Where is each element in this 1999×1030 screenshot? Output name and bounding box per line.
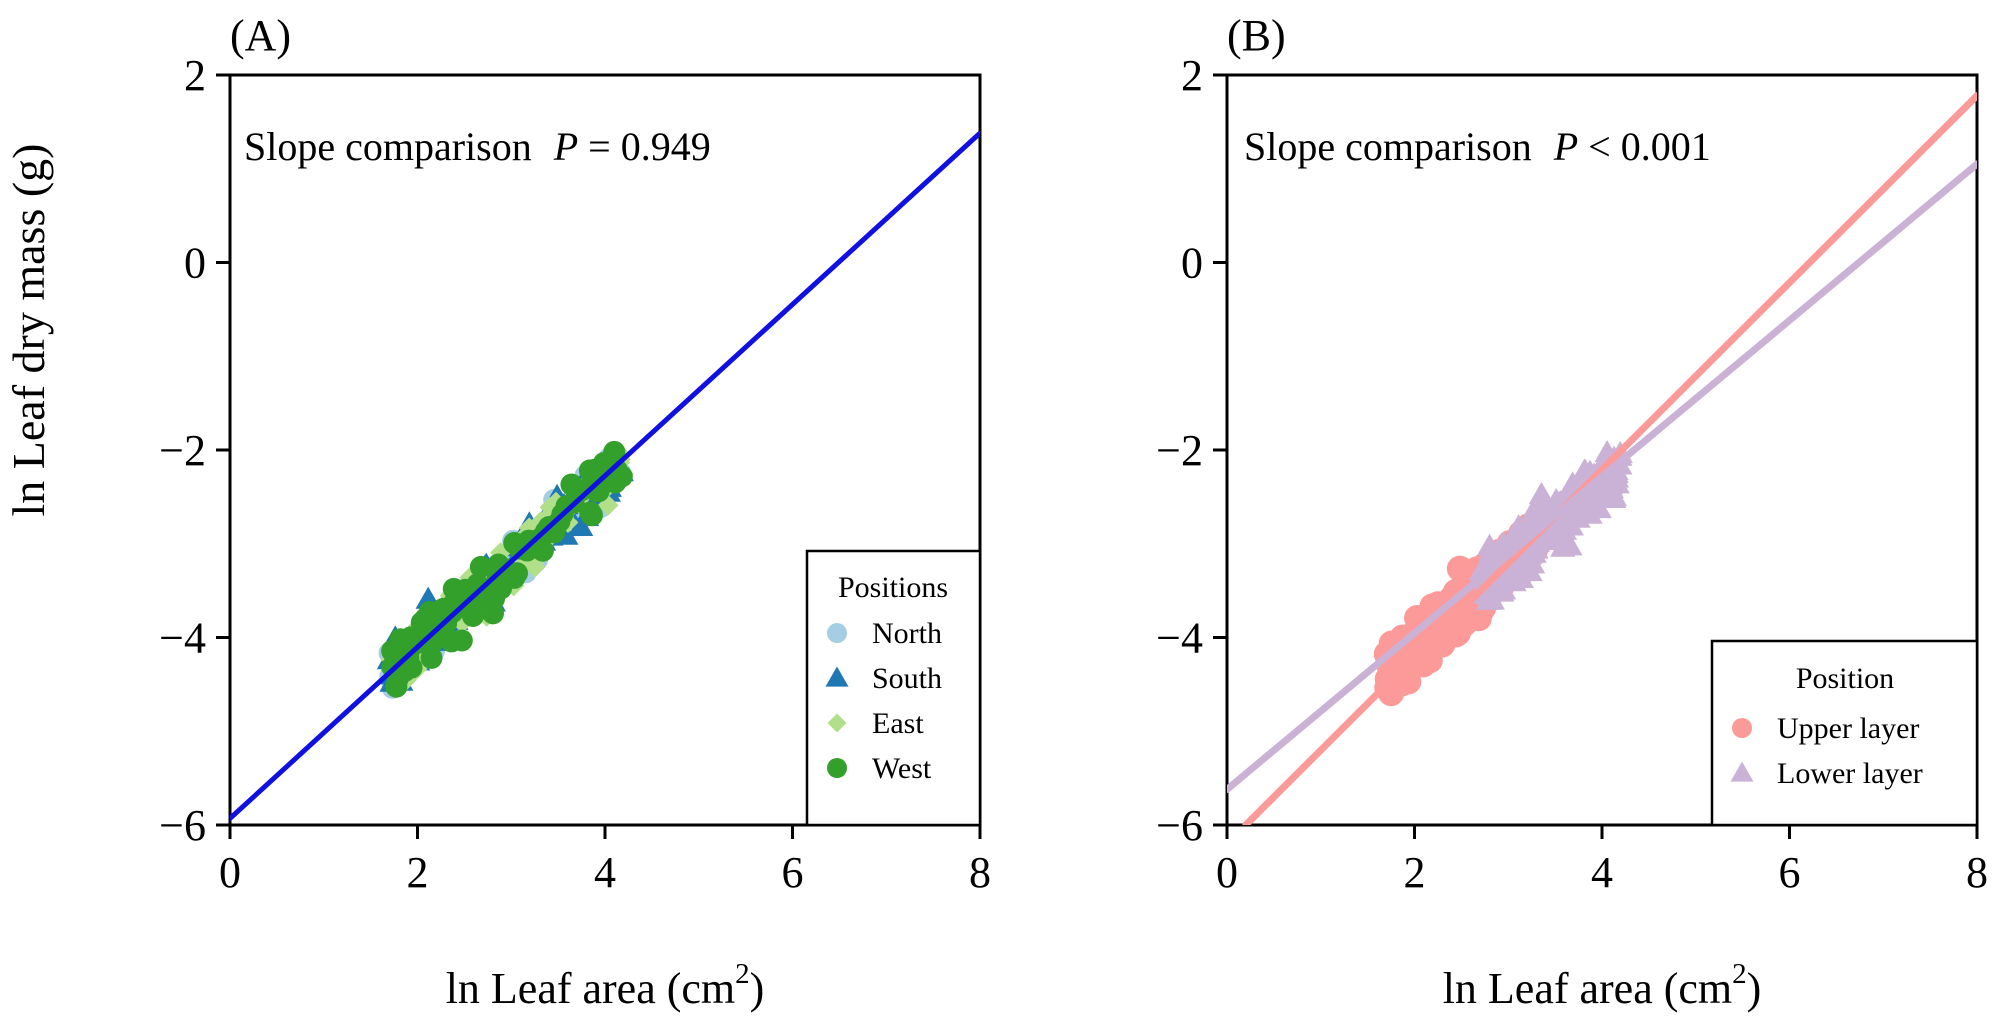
panel-a-legend-label-south: South [872, 662, 942, 695]
panel-a-fit-line-1 [230, 130, 980, 821]
panel-b-label: (B) [1227, 11, 1286, 60]
panel-b-point-lower-layer [1557, 533, 1583, 556]
panel-b-point-lower-layer [1502, 559, 1528, 582]
panel-a-x-tick-label: 6 [782, 848, 804, 897]
panel-b-fit-line-2 [1227, 160, 1977, 793]
panel-b-annotation-value: < 0.001 [1588, 124, 1711, 169]
panel-b-legend-items: Upper layer Lower layer [1730, 712, 1923, 790]
panel-a-legend-marker-east [827, 713, 847, 733]
panel-a-x-axis-label: ln Leaf area (cm2) [446, 958, 765, 1013]
panel-b-y-tick-label: −2 [1156, 426, 1203, 475]
panel-a-legend-label-north: North [872, 617, 942, 650]
panel-a-point-west [469, 555, 492, 578]
panel-a-x-tick-label: 4 [594, 848, 616, 897]
panel-a-x-axis-label-main: ln Leaf area (cm [446, 964, 735, 1013]
panel-a-x-axis-label-sup: 2 [735, 958, 750, 990]
panel-a-point-south [567, 513, 594, 536]
panel-a-annotation-value: = 0.949 [588, 124, 711, 169]
panel-a-x-tick-label: 2 [407, 848, 429, 897]
panel-a-fit-lines [230, 130, 980, 821]
panel-b-x-axis-label-end: ) [1747, 964, 1762, 1013]
panel-b-legend-title: Position [1796, 662, 1894, 695]
panel-a-point-west [389, 628, 412, 651]
panel-a-legend-box [805, 549, 982, 827]
panel-a-annotation-p: P [553, 124, 578, 169]
panel-a-y-tick-label: −2 [159, 426, 206, 475]
panel-b-annotation-p: P [1553, 124, 1578, 169]
panel-b-x-axis-label: ln Leaf area (cm2) [1443, 958, 1762, 1013]
panel-b-x-axis-label-main: ln Leaf area (cm [1443, 964, 1732, 1013]
panel-a-legend-title: Positions [838, 571, 948, 604]
panel-a-label: (A) [230, 11, 291, 60]
panel-a-point-west [420, 646, 443, 669]
panel-b-x-ticks: 0 2 4 6 8 [1216, 825, 1988, 897]
panel-a-y-ticks: 2 0 −2 −4 −6 [159, 51, 230, 850]
panel-b-point-upper-layer [1446, 555, 1473, 582]
panel-a-point-west [440, 630, 463, 653]
panel-b-point-upper-layer [1442, 578, 1469, 605]
panel-b-y-tick-label: −4 [1156, 614, 1203, 663]
panel-a-annotation: Slope comparison P = 0.949 [244, 124, 711, 169]
panel-b-legend-label-upper-layer: Upper layer [1777, 712, 1919, 745]
panel-b-point-lower-layer [1586, 496, 1612, 519]
panel-b-legend-marker-upper-layer [1732, 718, 1752, 738]
panel-b-point-lower-layer [1489, 579, 1515, 602]
panel-b-annotation-text: Slope comparison [1244, 124, 1532, 169]
panel-a: (A) 0 2 4 6 8 2 0 −2 −4 −6 Slope comparison P = 0.… [159, 11, 991, 1013]
panel-a-legend: Positions North South East West [805, 549, 982, 827]
panel-b-legend: Position Upper layer Lower layer [1710, 639, 1979, 827]
panel-b-x-tick-label: 2 [1404, 848, 1426, 897]
panel-b-x-tick-label: 4 [1591, 848, 1613, 897]
panel-a-annotation-text: Slope comparison [244, 124, 532, 169]
panel-a-y-tick-label: −6 [159, 801, 206, 850]
panel-b-x-tick-label: 6 [1779, 848, 1801, 897]
panel-b-x-tick-label: 8 [1966, 848, 1988, 897]
panel-b-x-tick-label: 0 [1216, 848, 1238, 897]
panel-b-y-ticks: 2 0 −2 −4 −6 [1156, 51, 1227, 850]
panel-b-y-tick-label: 0 [1181, 239, 1203, 288]
panel-a-legend-marker-south [825, 666, 849, 687]
panel-b-point-lower-layer [1473, 581, 1499, 604]
panel-b-x-axis-label-sup: 2 [1732, 958, 1747, 990]
panel-a-y-tick-label: 2 [184, 51, 206, 100]
panel-b-y-tick-label: 2 [1181, 51, 1203, 100]
panel-a-y-tick-label: −4 [159, 614, 206, 663]
panel-a-x-axis-label-end: ) [750, 964, 765, 1013]
panel-b-annotation: Slope comparison P < 0.001 [1244, 124, 1711, 169]
panel-a-legend-marker-west [827, 758, 847, 778]
panel-b-point-upper-layer [1395, 668, 1422, 695]
panel-b: (B) 0 2 4 6 8 2 0 −2 −4 −6 Slope comparison P < 0.… [1156, 11, 1988, 1013]
panel-b-legend-marker-lower-layer [1730, 761, 1754, 782]
panel-a-legend-items: North South East West [825, 617, 942, 785]
panel-a-point-west [481, 602, 504, 625]
panel-b-legend-box [1710, 639, 1979, 827]
panel-b-fit-line-1 [1242, 92, 1977, 825]
panel-a-legend-marker-north [827, 623, 847, 643]
panel-b-legend-label-lower-layer: Lower layer [1777, 757, 1923, 790]
panel-b-point-lower-layer [1565, 505, 1591, 528]
panel-a-point-east [490, 542, 512, 564]
y-axis-label: ln Leaf dry mass (g) [3, 144, 54, 517]
panel-a-x-tick-label: 0 [219, 848, 241, 897]
panel-a-point-west [610, 465, 633, 488]
panel-a-x-tick-label: 8 [969, 848, 991, 897]
panel-a-legend-label-west: West [872, 752, 932, 785]
panel-a-y-tick-label: 0 [184, 239, 206, 288]
panel-b-point-lower-layer [1524, 496, 1550, 519]
panel-a-point-west [531, 539, 554, 562]
panel-a-point-west [579, 501, 602, 524]
panel-b-point-lower-layer [1581, 480, 1607, 504]
panel-a-legend-label-east: East [872, 707, 924, 740]
panel-b-fit-lines [1227, 92, 1977, 825]
panel-b-y-tick-label: −6 [1156, 801, 1203, 850]
panel-a-x-ticks: 0 2 4 6 8 [219, 825, 991, 897]
panel-a-point-west [603, 440, 626, 463]
